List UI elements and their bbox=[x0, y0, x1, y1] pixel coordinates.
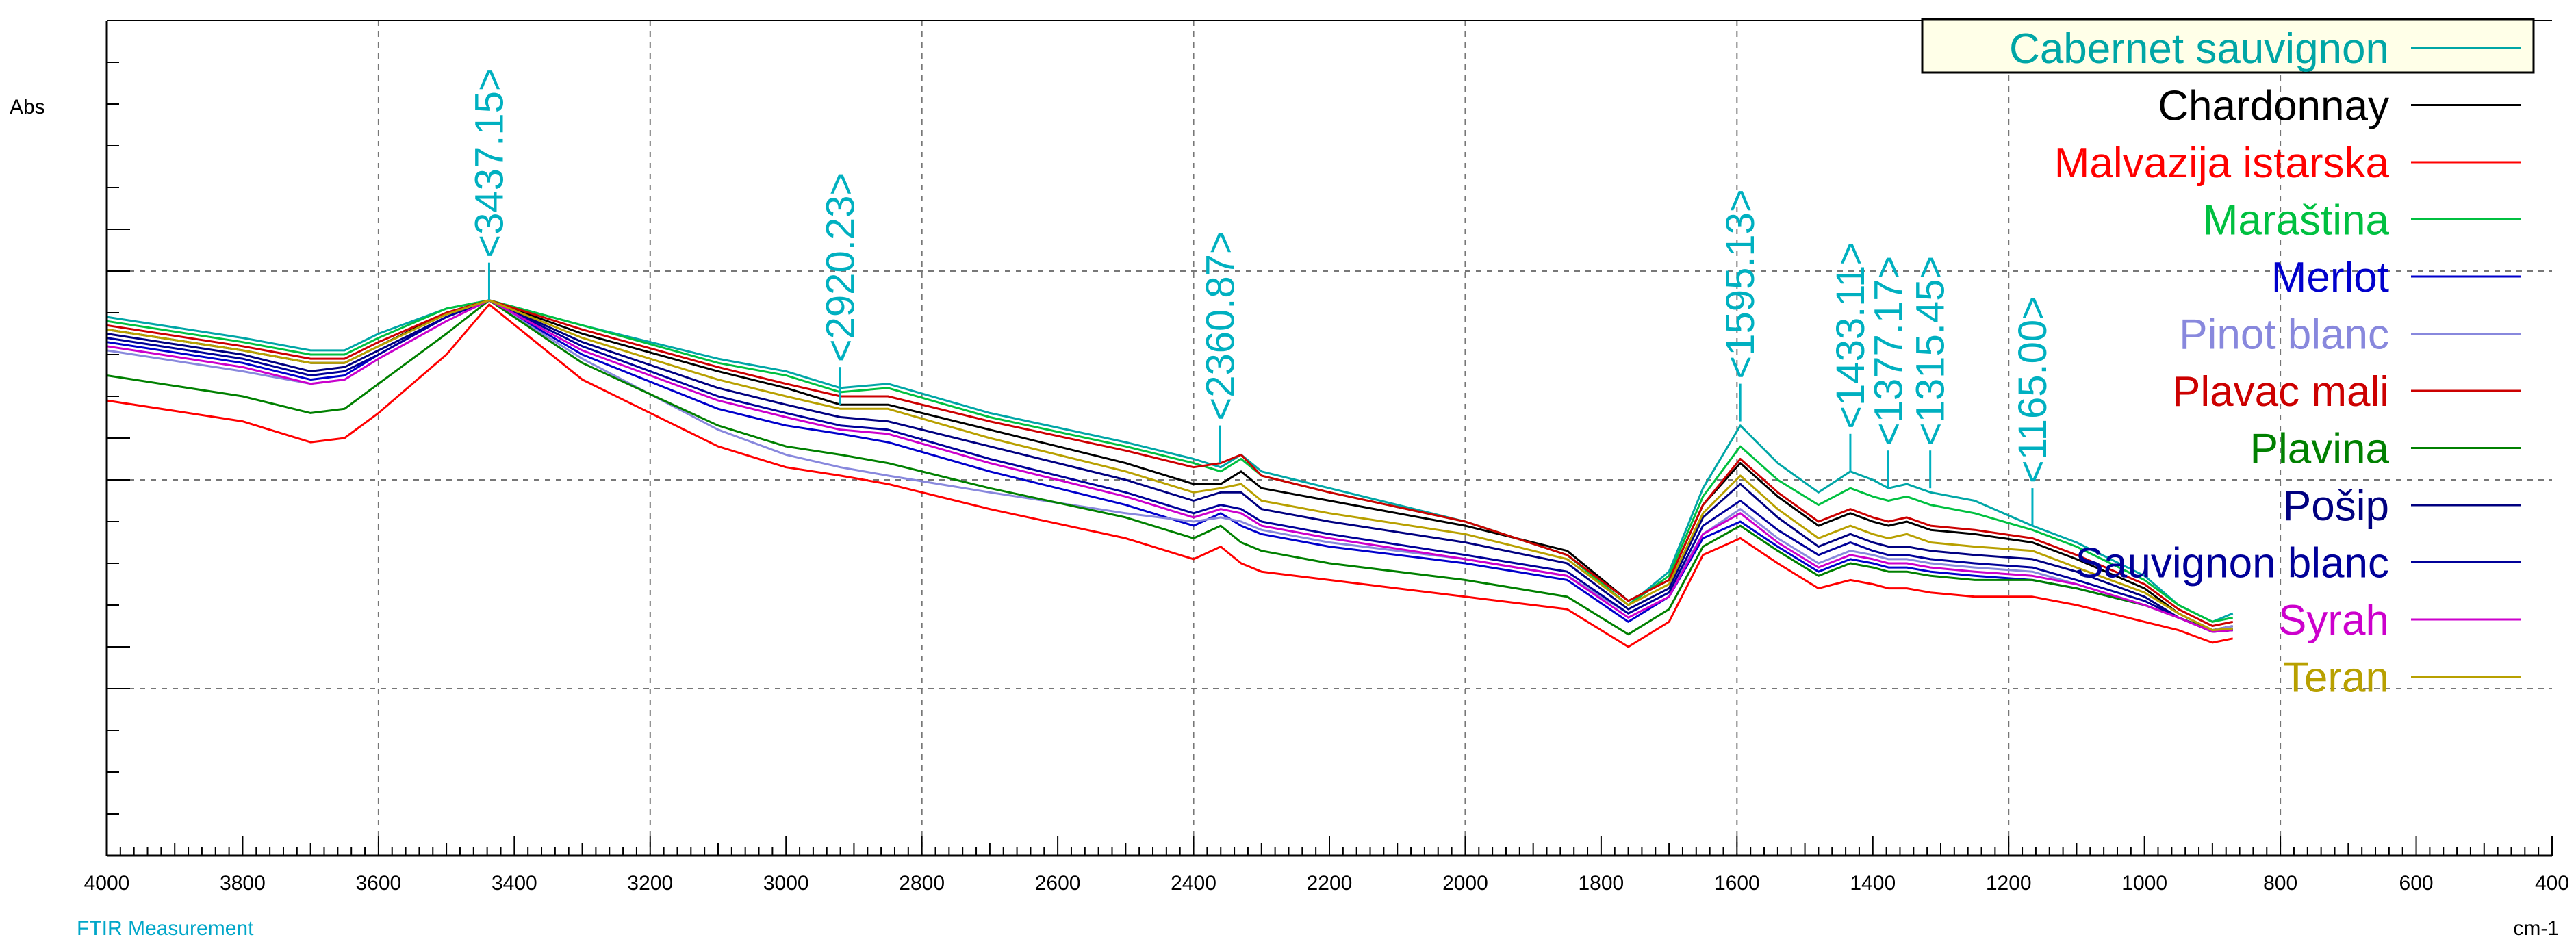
x-tick-label: 2600 bbox=[1035, 872, 1081, 895]
x-tick-label: 2800 bbox=[899, 872, 945, 895]
x-tick-label: 3600 bbox=[356, 872, 402, 895]
series-line-syrah bbox=[106, 299, 2233, 633]
legend-label: Sauvignon blanc bbox=[2076, 540, 2389, 587]
legend-label: Pošip bbox=[2283, 483, 2389, 530]
x-tick-label: 2000 bbox=[1442, 872, 1488, 895]
peak-label: <2920.23> bbox=[818, 172, 863, 362]
legend-label: Pinot blanc bbox=[2179, 311, 2389, 359]
x-tick-label: 2400 bbox=[1171, 872, 1216, 895]
x-tick-label: 3400 bbox=[492, 872, 537, 895]
series-line-chardonnay bbox=[106, 299, 2234, 632]
x-axis-unit-label: cm-1 bbox=[2513, 917, 2559, 940]
series-line-teran bbox=[106, 299, 2233, 632]
y-axis-label: Abs bbox=[10, 96, 45, 118]
x-tick-label: 2200 bbox=[1307, 872, 1353, 895]
footer-label: FTIR Measurement bbox=[77, 917, 254, 940]
x-tick-label: 3000 bbox=[763, 872, 809, 895]
legend-label: Maraština bbox=[2203, 197, 2390, 244]
x-tick-label: 800 bbox=[2263, 872, 2297, 895]
series-line-sauvignon-blanc bbox=[106, 299, 2233, 633]
legend-label: Malvazija istarska bbox=[2054, 140, 2390, 187]
x-tick-label: 400 bbox=[2535, 872, 2569, 895]
legend-label: Merlot bbox=[2271, 254, 2389, 301]
legend-label: Chardonnay bbox=[2158, 83, 2389, 130]
x-tick-label: 3200 bbox=[627, 872, 673, 895]
x-tick-label: 1600 bbox=[1714, 872, 1760, 895]
peak-label: <1433.11> bbox=[1828, 242, 1873, 429]
series-line-merlot bbox=[106, 299, 2233, 632]
peak-label: <1595.13> bbox=[1718, 189, 1763, 379]
peak-label: <3437.15> bbox=[467, 68, 511, 257]
x-tick-label: 3800 bbox=[220, 872, 266, 895]
x-tick-label: 600 bbox=[2399, 872, 2434, 895]
peak-label: <1165.00> bbox=[2011, 296, 2055, 483]
peak-label: <2360.87> bbox=[1198, 231, 1242, 420]
series-line-plavina bbox=[106, 299, 2233, 636]
peak-label: <1315.45> bbox=[1909, 256, 1953, 446]
x-tick-label: 1800 bbox=[1579, 872, 1624, 895]
series-line-plavac-mali bbox=[106, 299, 2234, 627]
legend-highlight-box bbox=[1921, 18, 2535, 74]
legend-label: Teran bbox=[2283, 654, 2389, 702]
series-line-malvazija-istarska bbox=[106, 303, 2234, 648]
legend-label: Plavina bbox=[2250, 426, 2390, 473]
legend-label: Cabernet sauvignon bbox=[2009, 25, 2389, 73]
legend-label: Plavac mali bbox=[2172, 368, 2389, 415]
peak-label: <1377.17> bbox=[1866, 256, 1911, 446]
legend-label: Syrah bbox=[2278, 597, 2389, 644]
x-tick-label: 1000 bbox=[2121, 872, 2167, 895]
x-tick-label: 4000 bbox=[84, 872, 130, 895]
series-line-posip bbox=[106, 299, 2233, 633]
x-tick-label: 1200 bbox=[1986, 872, 2032, 895]
x-tick-label: 1400 bbox=[1850, 872, 1896, 895]
